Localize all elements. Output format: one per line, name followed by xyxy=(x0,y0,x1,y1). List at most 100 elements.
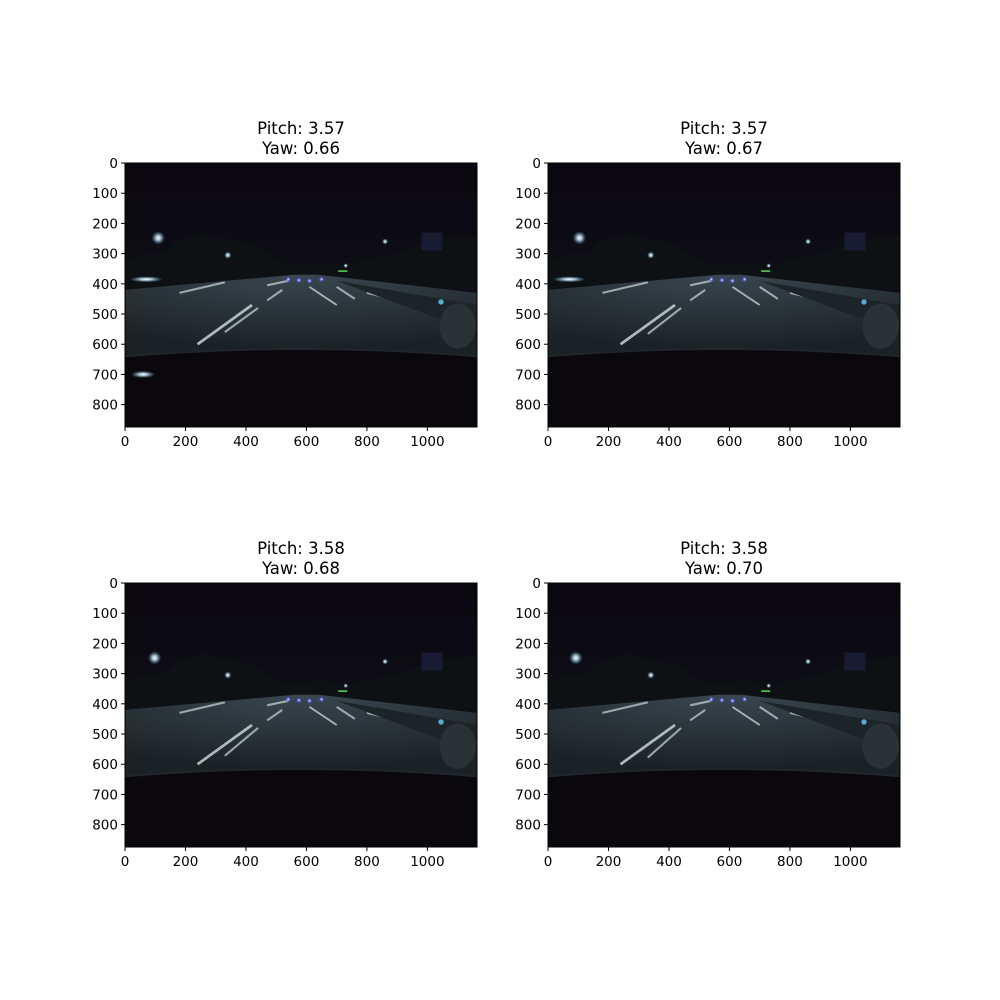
roadside-vehicle xyxy=(862,723,899,769)
lane-marking xyxy=(619,723,676,766)
street-lamp xyxy=(766,263,772,269)
vehicle-light xyxy=(718,697,725,704)
subplot-title-line-2: Yaw: 0.68 xyxy=(261,559,340,578)
building xyxy=(421,652,443,671)
vehicle-light xyxy=(729,697,736,704)
y-tick-label: 200 xyxy=(515,216,541,232)
x-tick-label: 0 xyxy=(121,434,130,450)
barrier xyxy=(336,700,477,741)
tree-silhouette xyxy=(548,233,900,290)
subplot-title-line-2: Yaw: 0.67 xyxy=(684,139,763,158)
y-tick-label: 700 xyxy=(92,367,118,383)
lane-marking xyxy=(759,285,779,300)
y-tick-label: 700 xyxy=(515,787,541,803)
y-tick-label: 500 xyxy=(515,727,541,743)
x-tick-label: 1000 xyxy=(833,854,867,870)
lane-marking xyxy=(308,286,338,306)
barrier xyxy=(759,700,900,741)
road-surface xyxy=(125,694,477,777)
axes-frame xyxy=(124,582,478,848)
roadside-vehicle xyxy=(439,723,476,769)
dashcam-image xyxy=(548,583,900,847)
car-hood xyxy=(548,768,900,847)
lane-marking xyxy=(647,727,682,759)
x-tick-label: 400 xyxy=(233,854,259,870)
blue-sign xyxy=(861,719,867,725)
x-tick-label: 1000 xyxy=(410,854,444,870)
vehicle-light xyxy=(306,277,313,284)
x-tick-label: 800 xyxy=(354,434,380,450)
road-surface xyxy=(548,694,900,777)
x-tick-label: 1000 xyxy=(833,434,867,450)
x-tick-label: 200 xyxy=(596,434,622,450)
lane-marking xyxy=(196,303,253,346)
x-tick-label: 200 xyxy=(173,434,199,450)
y-tick-label: 400 xyxy=(92,277,118,293)
lane-marking xyxy=(266,288,283,302)
lane-marking xyxy=(336,705,356,720)
street-lamp xyxy=(382,238,389,245)
road-surface xyxy=(548,274,900,357)
y-tick-label: 200 xyxy=(515,636,541,652)
y-tick-label: 300 xyxy=(515,247,541,263)
street-lamp xyxy=(151,231,165,245)
vehicle-light xyxy=(306,697,313,704)
axes-frame xyxy=(547,582,901,848)
hood-edge xyxy=(125,768,477,778)
street-lamp xyxy=(647,671,655,679)
y-tick-label: 0 xyxy=(532,576,541,592)
lane-marking xyxy=(266,699,289,707)
y-tick-label: 500 xyxy=(92,727,118,743)
x-tick-label: 400 xyxy=(656,434,682,450)
subplot-4: 0 200 400 600 800 1000 0 100 200 300 400 500 600 700 8… xyxy=(515,539,901,870)
x-tick-label: 400 xyxy=(233,434,259,450)
lane-marking xyxy=(266,708,283,722)
x-tick-label: 600 xyxy=(717,854,743,870)
lane-marking xyxy=(647,307,682,335)
vehicle-light xyxy=(285,696,292,703)
y-tick-label: 0 xyxy=(109,156,118,172)
x-tick-label: 0 xyxy=(121,854,130,870)
green-light xyxy=(761,690,771,693)
street-lamp xyxy=(766,683,772,689)
street-lamp xyxy=(572,231,587,245)
y-tick-label: 200 xyxy=(92,216,118,232)
x-tick-label: 600 xyxy=(717,434,743,450)
x-tick-label: 0 xyxy=(544,434,553,450)
lane-marking xyxy=(689,708,706,722)
lane-marking xyxy=(731,706,761,726)
y-tick-label: 600 xyxy=(92,337,118,353)
street-lamp xyxy=(805,658,812,665)
y-tick-label: 300 xyxy=(92,667,118,683)
y-tick-label: 0 xyxy=(532,156,541,172)
y-tick-label: 100 xyxy=(515,186,541,202)
vehicle-light xyxy=(729,277,736,284)
hood-edge xyxy=(548,348,900,358)
y-tick-label: 400 xyxy=(92,697,118,713)
x-tick-label: 0 xyxy=(544,854,553,870)
y-tick-label: 100 xyxy=(515,606,541,622)
y-tick-label: 700 xyxy=(515,367,541,383)
y-tick-label: 600 xyxy=(92,757,118,773)
dashcam-image xyxy=(548,163,900,427)
y-tick-label: 0 xyxy=(109,576,118,592)
hood-edge xyxy=(548,768,900,778)
y-tick-label: 600 xyxy=(515,337,541,353)
subplot-title-line-1: Pitch: 3.58 xyxy=(257,539,345,558)
x-tick-label: 600 xyxy=(294,854,320,870)
tree-silhouette xyxy=(548,653,900,710)
subplot-1: 0 200 400 600 800 1000 0 100 200 300 400 500 600 700 8… xyxy=(92,119,478,450)
x-tick-label: 800 xyxy=(777,854,803,870)
x-tick-label: 200 xyxy=(596,854,622,870)
axes-frame xyxy=(124,162,478,428)
barrier xyxy=(336,280,477,321)
vehicle-light xyxy=(708,696,715,703)
y-tick-label: 500 xyxy=(515,307,541,323)
subplot-title-line-1: Pitch: 3.58 xyxy=(680,539,768,558)
lane-marking xyxy=(602,701,649,714)
dashcam-image xyxy=(125,583,477,847)
street-lamp xyxy=(343,683,349,689)
y-tick-label: 500 xyxy=(92,307,118,323)
lane-marking xyxy=(731,286,761,306)
lane-marking xyxy=(619,303,676,346)
